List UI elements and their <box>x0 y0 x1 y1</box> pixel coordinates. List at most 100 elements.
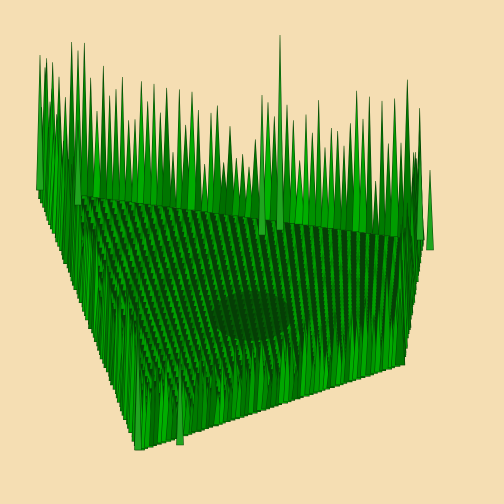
surface-ripple <box>154 325 159 338</box>
surface-ripple <box>136 241 141 256</box>
surface-ripple <box>190 285 195 296</box>
surface-ripple <box>118 263 123 279</box>
surface-spike <box>36 54 44 191</box>
surface-ripple <box>112 271 117 285</box>
surface-ripple <box>186 374 191 388</box>
surface-ripple <box>81 206 86 223</box>
green-surface <box>36 34 434 451</box>
surface-ripple <box>321 255 326 269</box>
surface-ripple <box>114 228 119 243</box>
surface-ripple <box>160 318 165 331</box>
surface-ripple <box>177 297 182 307</box>
surface-ripple <box>151 202 156 219</box>
surface-ripple <box>122 277 127 291</box>
surface-spike <box>276 34 284 231</box>
surface-ripple <box>149 284 154 297</box>
surface-ripple <box>316 300 321 310</box>
surface-ripple <box>167 261 172 274</box>
surface-spike <box>426 169 434 251</box>
surface-spike <box>358 118 368 233</box>
surface-ripple <box>151 289 156 302</box>
surface-ripple <box>143 312 148 327</box>
surface-spike <box>351 90 362 232</box>
surface-ripple <box>171 210 176 226</box>
surface-ripple <box>153 343 158 356</box>
surface-spike <box>238 154 248 217</box>
surface-ripple <box>176 318 181 330</box>
surface-ripple <box>128 273 133 285</box>
surface-ripple <box>117 209 122 226</box>
surface-ripple <box>197 280 202 290</box>
surface-ripple <box>175 342 180 353</box>
surface-ripple <box>104 195 109 214</box>
surface-ripple <box>130 222 135 239</box>
surface-ripple <box>201 297 206 306</box>
surface-ripple <box>209 258 214 270</box>
surface-ripple <box>306 279 311 290</box>
surface-ripple <box>174 312 179 324</box>
surface-ripple <box>188 307 193 318</box>
surface-ripple <box>176 264 181 274</box>
surface-ripple <box>147 349 152 363</box>
surface-ripple <box>127 212 132 227</box>
surface-ripple <box>304 260 309 273</box>
surface-ripple <box>192 344 197 357</box>
surface-ripple <box>180 308 185 318</box>
surface-ripple <box>179 303 184 313</box>
surface-ripple <box>166 337 171 349</box>
surface-ripple <box>141 231 146 245</box>
surface-spike <box>136 81 146 204</box>
surface-ripple <box>228 336 233 346</box>
surface-spike <box>314 100 323 227</box>
surface-ripple <box>148 254 153 268</box>
surface-ripple <box>143 291 148 303</box>
surface-ripple <box>206 312 211 322</box>
surface-spike <box>134 329 142 451</box>
surface-ripple <box>156 330 161 344</box>
surface-ripple <box>207 286 212 296</box>
surface-ripple <box>172 307 177 319</box>
surface-ripple <box>185 296 190 307</box>
surface-ripple <box>162 324 167 337</box>
surface-ripple <box>168 365 173 379</box>
surface-ripple <box>188 355 193 369</box>
surface-ripple <box>179 273 184 285</box>
surface-ripple <box>174 381 179 396</box>
surface-ripple <box>198 313 203 323</box>
surface-ripple <box>168 319 173 331</box>
surface-ripple <box>155 248 160 263</box>
surface-ripple <box>162 243 167 257</box>
surface-ripple <box>318 220 323 237</box>
surface-ripple <box>202 328 207 339</box>
surface-ripple <box>191 318 196 329</box>
surface-spike <box>320 147 330 228</box>
surface-ripple <box>339 268 344 282</box>
surface-ripple <box>320 242 325 257</box>
surface-spike <box>318 321 326 391</box>
surface-ripple <box>182 314 187 324</box>
surface-ripple <box>168 341 173 354</box>
surface-ripple <box>134 236 139 250</box>
surface-ripple <box>223 346 228 358</box>
surface-ripple <box>197 246 202 259</box>
surface-ripple <box>164 252 169 263</box>
surface-ripple <box>162 350 167 361</box>
surface-ripple <box>338 238 343 255</box>
surface-ripple <box>185 323 190 335</box>
surface-ripple <box>162 273 167 285</box>
surface-ripple <box>299 293 304 303</box>
surface-ripple <box>120 294 125 309</box>
surface-ripple <box>338 251 343 266</box>
surface-ripple <box>154 213 159 230</box>
surface-spike <box>80 42 89 197</box>
surface-ripple <box>142 259 147 273</box>
surface-ripple <box>133 309 138 321</box>
surface-spike <box>282 104 292 223</box>
surface-ripple <box>130 303 135 315</box>
surface-ripple <box>315 292 320 302</box>
surface-ripple <box>154 272 159 285</box>
surface-ripple <box>169 269 174 280</box>
surface-ripple <box>123 227 128 244</box>
